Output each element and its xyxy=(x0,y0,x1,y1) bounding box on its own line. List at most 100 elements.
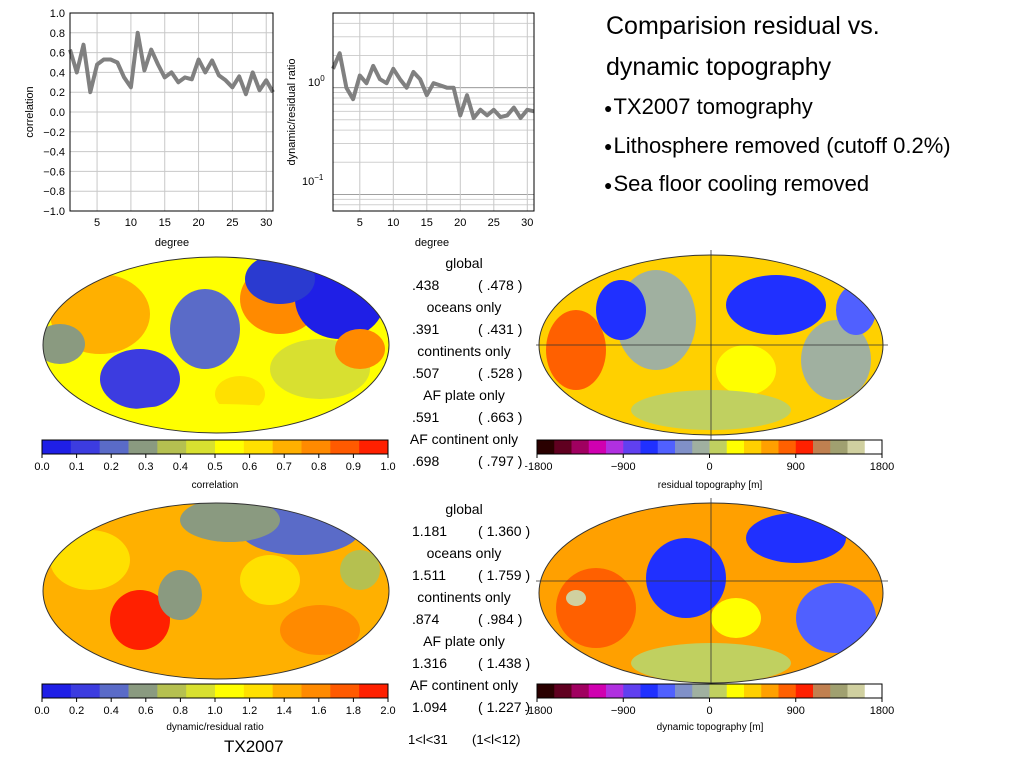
colorbar-swatch xyxy=(99,684,129,698)
stat-label: oceans only xyxy=(426,545,502,561)
stat-value-low-degree: 1.759 xyxy=(478,564,530,586)
bullet-item: ●Lithosphere removed (cutoff 0.2%) xyxy=(604,127,1019,166)
colorbar-swatch xyxy=(70,684,101,698)
bullet-dot-icon: ● xyxy=(604,99,613,116)
colorbar-swatch xyxy=(42,684,72,698)
stat-value: .874 xyxy=(412,611,440,627)
colorbar-swatch xyxy=(864,440,883,454)
stat-value-low-degree: .431 xyxy=(478,318,522,340)
x-tick-label: 15 xyxy=(421,217,433,229)
correlation-colorbar: 0.0 0.1 0.2 0.3 0.4 0.5 0.6 0.7 0.8 0.9 1.0 correl… xyxy=(34,439,396,491)
colorbar-swatch xyxy=(330,684,360,698)
colorbar-tick-label: 0.8 xyxy=(173,705,188,717)
x-tick-label: 25 xyxy=(226,217,238,229)
stat-value-low-degree: 1.438 xyxy=(478,652,530,674)
colorbar-swatch xyxy=(42,440,72,454)
colorbar-swatch xyxy=(830,440,848,454)
colorbar-tick-label: 1.4 xyxy=(277,705,292,717)
colorbar-tick-label: 0 xyxy=(706,461,712,473)
colorbar-swatch xyxy=(301,440,331,454)
colorbar-swatch xyxy=(588,440,607,454)
title-line-1: Comparision residual vs. xyxy=(606,12,880,40)
colorbar-tick-label: 1.2 xyxy=(242,705,257,717)
slide-title: Comparision residual vs. dynamic topogra… xyxy=(606,6,1016,88)
correlation-stats: global .438 .478 oceans only .391 .431 con… xyxy=(396,252,532,472)
colorbar-swatch xyxy=(272,440,302,454)
colorbar-tick-label: 0.4 xyxy=(104,705,119,717)
stat-value: .391 xyxy=(412,321,440,337)
colorbar-tick-label: 0.2 xyxy=(104,461,119,473)
colorbar-tick-label: 0.6 xyxy=(138,705,153,717)
x-tick-label: 20 xyxy=(192,217,204,229)
colorbar-swatch xyxy=(657,440,676,454)
colorbar-swatch xyxy=(301,684,331,698)
stat-label: AF continent only xyxy=(409,677,519,693)
correlation-map xyxy=(42,256,390,434)
ratio-y-tick-label: 10−1 xyxy=(302,173,324,188)
stat-value-low-degree: 1.227 xyxy=(478,696,530,718)
stat-value-low-degree: .663 xyxy=(478,406,522,428)
bullet-text: Sea floor cooling removed xyxy=(613,171,870,197)
colorbar-swatch xyxy=(157,684,187,698)
bullet-text: Lithosphere removed (cutoff 0.2%) xyxy=(613,132,951,158)
residual-topography-colorbar: −1800 −900 0 900 1800 residual topography [m… xyxy=(525,439,894,491)
stat-value-low-degree: 1.360 xyxy=(478,520,530,542)
ratio-x-ticks: 5 10 15 20 25 30 xyxy=(357,217,534,229)
colorbar-swatch xyxy=(761,684,779,698)
colorbar-swatch xyxy=(623,684,641,698)
colorbar-swatch xyxy=(744,684,762,698)
colorbar-tick-label: 900 xyxy=(787,705,805,717)
colorbar-swatch xyxy=(537,684,555,698)
colorbar-swatch xyxy=(640,440,659,454)
stat-values: .874 .984 xyxy=(396,608,532,630)
colorbar-tick-label: 0.7 xyxy=(277,461,292,473)
bullet-dot-icon: ● xyxy=(604,138,613,155)
bullet-item: ●Sea floor cooling removed xyxy=(604,165,1019,204)
y-tick-label: 0.6 xyxy=(50,48,65,60)
colorbar-swatch xyxy=(692,684,710,698)
stat-value: .591 xyxy=(412,409,440,425)
colorbar-swatch xyxy=(864,684,883,698)
x-tick-label: 25 xyxy=(488,217,500,229)
stat-value-low-degree: .528 xyxy=(478,362,522,384)
colorbar-tick-label: 0.0 xyxy=(34,461,49,473)
stat-value: .438 xyxy=(412,277,440,293)
colorbar-swatch xyxy=(99,440,129,454)
y-tick-label: −0.6 xyxy=(43,166,65,178)
colorbar-swatch xyxy=(795,440,814,454)
ratio-colorbar-label: dynamic/residual ratio xyxy=(166,722,264,733)
colorbar-swatch xyxy=(359,684,389,698)
dynamic-topography-map xyxy=(536,498,888,690)
colorbar-tick-label: 1.6 xyxy=(311,705,326,717)
x-tick-label: 20 xyxy=(454,217,466,229)
x-tick-label: 5 xyxy=(357,217,363,229)
colorbar-swatch xyxy=(813,440,831,454)
colorbar-tick-label: −1800 xyxy=(525,461,552,473)
colorbar-swatch xyxy=(70,440,101,454)
colorbar-swatch xyxy=(186,440,216,454)
ratio-colorbar: 0.0 0.2 0.4 0.6 0.8 1.0 1.2 1.4 1.6 1.8 2.0 dynami… xyxy=(34,683,396,733)
dynamic-colorbar-swatches xyxy=(536,683,883,699)
stat-label: oceans only xyxy=(426,299,502,315)
colorbar-swatch xyxy=(657,684,676,698)
colorbar-tick-label: 0 xyxy=(706,705,712,717)
colorbar-swatch xyxy=(571,440,590,454)
colorbar-tick-label: 1.0 xyxy=(380,461,395,473)
stat-value-low-degree: .797 xyxy=(478,450,522,472)
colorbar-tick-label: 1.8 xyxy=(346,705,361,717)
y-tick-label: −0.2 xyxy=(43,127,65,139)
y-tick-label: 1.0 xyxy=(50,8,65,20)
y-tick-label: 0.2 xyxy=(50,87,65,99)
correlation-y-ticks: 1.0 0.8 0.6 0.4 0.2 0.0 −0.2 −0.4 −0.6 −0.8 −1.0 xyxy=(43,8,65,218)
ratio-colorbar-ticks: 0.0 0.2 0.4 0.6 0.8 1.0 1.2 1.4 1.6 1.8 2.0 xyxy=(34,698,396,717)
stat-values: .591 .663 xyxy=(396,406,532,428)
x-tick-label: 5 xyxy=(94,217,100,229)
colorbar-tick-label: −900 xyxy=(611,461,636,473)
residual-topography-map xyxy=(536,250,888,442)
correlation-series-line xyxy=(68,30,275,97)
x-tick-label: 15 xyxy=(159,217,171,229)
stat-values: 1.316 1.438 xyxy=(396,652,532,674)
stat-values: 1.511 1.759 xyxy=(396,564,532,586)
colorbar-swatch xyxy=(675,684,693,698)
correlation-x-ticks: 5 10 15 20 25 30 xyxy=(94,217,272,229)
